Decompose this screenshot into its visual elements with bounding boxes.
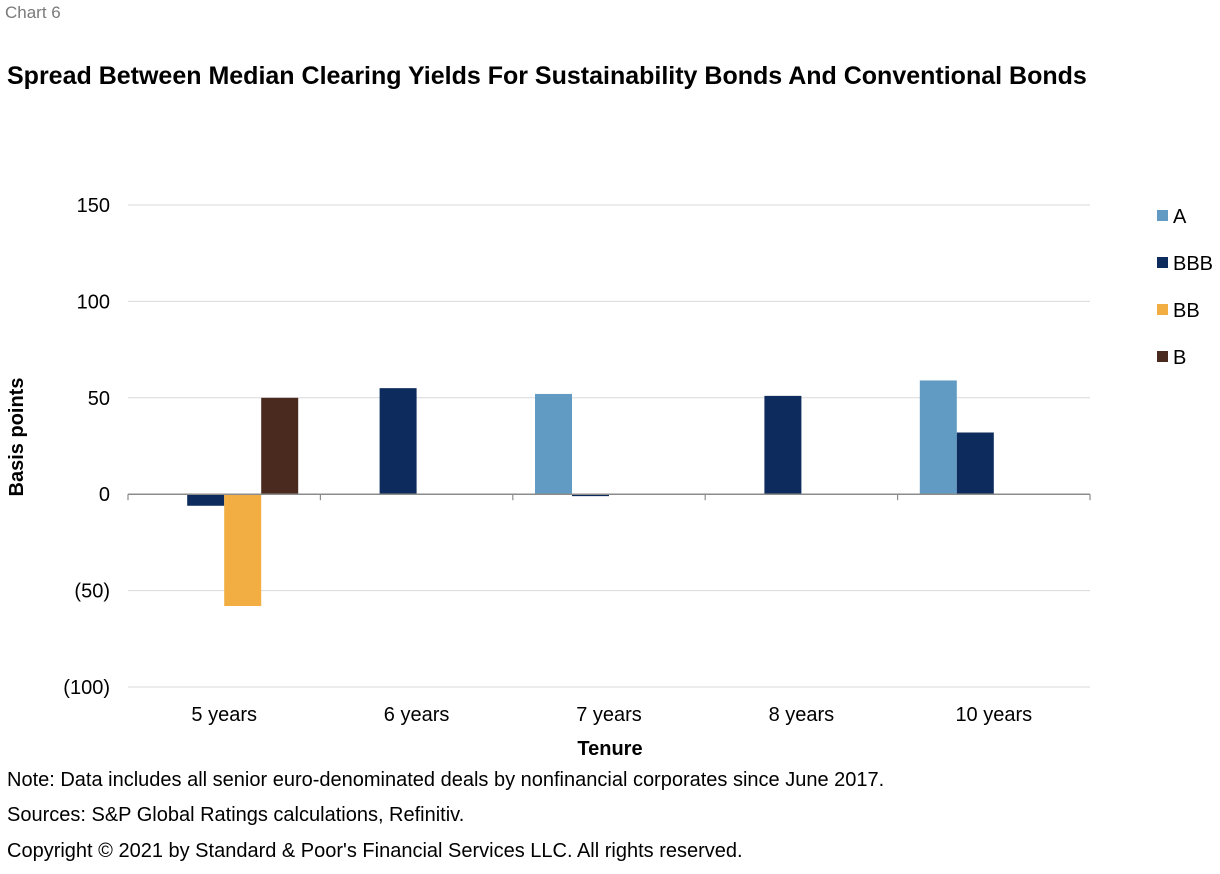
legend-swatch-bbb	[1157, 257, 1168, 268]
x-axis-title: Tenure	[577, 738, 642, 760]
bar-a-7-years	[535, 393, 572, 495]
x-tick-label: 8 years	[769, 704, 835, 726]
x-tick-labels: 5 years 6 years 7 years 8 years 10 years	[191, 704, 1032, 726]
bars	[187, 380, 994, 607]
chart-sources: Sources: S&P Global Ratings calculations…	[7, 804, 465, 826]
bar-bbb-8-years	[764, 395, 802, 495]
legend-label-bbb: BBB	[1173, 253, 1213, 275]
bar-bbb-5-years	[187, 494, 225, 506]
bar-bbb-6-years	[379, 388, 417, 495]
legend-swatch-a	[1157, 210, 1168, 221]
chart-number-label: Chart 6	[5, 3, 61, 22]
legend-label-a: A	[1173, 206, 1187, 228]
bar-bbb-7-years	[572, 494, 609, 497]
y-axis-title: Basis points	[6, 378, 28, 497]
x-tick-label: 5 years	[191, 704, 257, 726]
x-tick-label: 6 years	[384, 704, 450, 726]
bar-a-10-years	[919, 380, 957, 495]
chart-note: Note: Data includes all senior euro-deno…	[7, 769, 885, 791]
legend-swatch-bb	[1157, 304, 1168, 315]
x-tick-label: 10 years	[955, 704, 1032, 726]
legend-label-bb: BB	[1173, 300, 1200, 322]
y-tick-label: 100	[77, 291, 110, 313]
y-tick-label: (100)	[63, 677, 110, 699]
gridlines	[128, 204, 1090, 688]
x-tick-label: 7 years	[576, 704, 642, 726]
copyright-notice: Copyright © 2021 by Standard & Poor's Fi…	[7, 840, 743, 862]
bar-b-5-years	[261, 397, 299, 495]
legend-label-b: B	[1173, 347, 1186, 369]
y-tick-label: 150	[77, 195, 110, 217]
chart-title: Spread Between Median Clearing Yields Fo…	[7, 62, 1087, 90]
y-tick-label: (50)	[74, 581, 110, 603]
axes	[127, 493, 1091, 501]
y-tick-labels: 150 100 50 0 (50) (100)	[63, 195, 110, 699]
bar-bbb-10-years	[956, 432, 994, 495]
y-tick-label: 0	[99, 484, 110, 506]
bar-bb-5-years	[224, 494, 262, 607]
legend-swatch-b	[1157, 351, 1168, 362]
y-tick-label: 50	[88, 388, 110, 410]
